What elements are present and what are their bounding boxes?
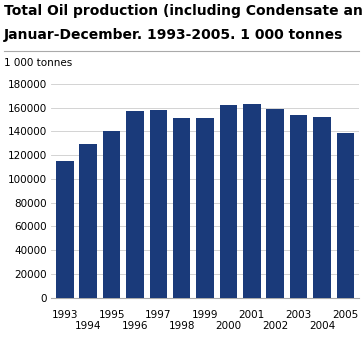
Text: Total Oil production (including Condensate and NGL).: Total Oil production (including Condensa… xyxy=(4,4,363,18)
Text: 1999: 1999 xyxy=(192,310,219,320)
Bar xyxy=(266,109,284,298)
Text: 1998: 1998 xyxy=(168,321,195,331)
Text: 1995: 1995 xyxy=(98,310,125,320)
Text: 2002: 2002 xyxy=(262,321,288,331)
Text: 2004: 2004 xyxy=(309,321,335,331)
Bar xyxy=(337,133,354,298)
Text: Januar-December. 1993-2005. 1 000 tonnes: Januar-December. 1993-2005. 1 000 tonnes xyxy=(4,28,343,42)
Text: 2000: 2000 xyxy=(215,321,241,331)
Bar xyxy=(56,161,74,298)
Text: 2003: 2003 xyxy=(285,310,312,320)
Bar xyxy=(220,105,237,298)
Bar xyxy=(173,118,191,298)
Bar xyxy=(313,117,331,298)
Bar xyxy=(243,104,261,298)
Bar xyxy=(126,111,144,298)
Text: 2005: 2005 xyxy=(332,310,359,320)
Bar xyxy=(290,115,307,298)
Text: 1 000 tonnes: 1 000 tonnes xyxy=(4,58,72,68)
Text: 1996: 1996 xyxy=(122,321,148,331)
Bar xyxy=(196,118,214,298)
Text: 1994: 1994 xyxy=(75,321,102,331)
Text: 2001: 2001 xyxy=(239,310,265,320)
Text: 1993: 1993 xyxy=(52,310,78,320)
Bar xyxy=(103,132,121,298)
Bar xyxy=(79,145,97,298)
Bar xyxy=(150,110,167,298)
Text: 1997: 1997 xyxy=(145,310,172,320)
